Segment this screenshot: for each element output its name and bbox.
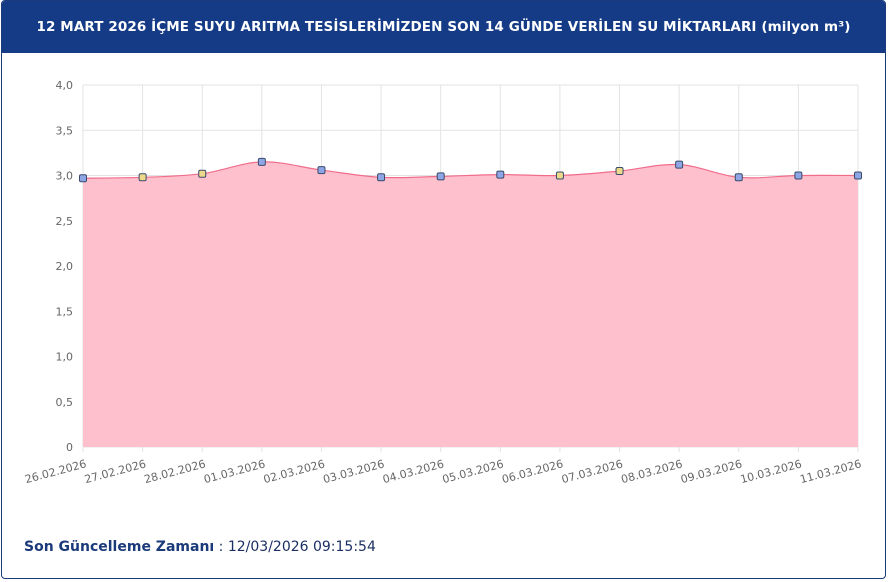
y-tick-label: 1,5 — [56, 305, 74, 318]
last-update-label: Son Güncelleme Zamanı — [24, 539, 215, 555]
x-tick-label: 01.03.2026 — [202, 457, 266, 486]
data-point — [79, 174, 87, 183]
y-tick-label: 4,0 — [56, 79, 74, 92]
x-tick-label: 28.02.2026 — [143, 457, 207, 486]
chart-header: 12 MART 2026 İÇME SUYU ARITMA TESİSLERİM… — [2, 1, 885, 53]
x-tick-label: 09.03.2026 — [679, 457, 743, 486]
y-tick-label: 2,5 — [56, 215, 74, 228]
last-update-separator: : — [214, 539, 228, 555]
data-point — [675, 160, 684, 169]
last-update-value: 12/03/2026 09:15:54 — [227, 539, 376, 555]
data-point — [257, 157, 266, 166]
y-tick-label: 0 — [66, 441, 73, 454]
x-tick-label: 27.02.2026 — [83, 457, 147, 486]
area-fill — [83, 161, 858, 447]
data-point — [496, 170, 505, 179]
data-point — [198, 169, 207, 178]
water-volume-chart: 0 0,5 1,0 1,5 2,0 2,5 3,0 3,5 4,0 26.02.202627.02… — [24, 79, 863, 486]
y-tick-label: 3,5 — [56, 124, 74, 137]
x-tick-label: 02.03.2026 — [262, 457, 326, 486]
x-tick-label: 07.03.2026 — [560, 457, 624, 486]
data-point — [734, 173, 743, 182]
data-point — [555, 171, 564, 180]
y-tick-label: 2,0 — [56, 260, 74, 273]
x-tick-label: 04.03.2026 — [381, 457, 445, 486]
data-point — [377, 173, 386, 182]
x-tick-label: 26.02.2026 — [24, 457, 88, 486]
data-point — [138, 173, 147, 182]
y-tick-label: 0,5 — [56, 396, 74, 409]
chart-title: 12 MART 2026 İÇME SUYU ARITMA TESİSLERİM… — [36, 19, 851, 35]
data-point — [615, 166, 624, 175]
x-tick-label: 06.03.2026 — [500, 457, 564, 486]
x-tick-label: 08.03.2026 — [620, 457, 684, 486]
data-point — [794, 171, 803, 180]
x-tick-label: 11.03.2026 — [799, 457, 863, 486]
series-line — [82, 161, 859, 179]
x-tick-label: 10.03.2026 — [739, 457, 803, 486]
y-tick-label: 3,0 — [56, 170, 74, 183]
y-tick-label: 1,0 — [56, 351, 74, 364]
x-tick-label: 05.03.2026 — [441, 457, 505, 486]
x-tick-label: 03.03.2026 — [322, 457, 386, 486]
data-point — [854, 171, 862, 180]
data-point — [436, 172, 445, 181]
last-update: Son Güncelleme Zamanı : 12/03/2026 09:15… — [24, 539, 376, 555]
data-point — [317, 166, 326, 175]
